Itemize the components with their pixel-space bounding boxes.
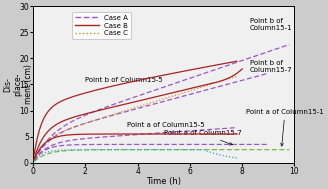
Y-axis label: Dis-
place-
ment (cm): Dis- place- ment (cm) <box>3 64 32 104</box>
Legend: Case A, Case B, Case C: Case A, Case B, Case C <box>72 12 131 39</box>
Text: Point b of
Column15-1: Point b of Column15-1 <box>250 18 293 31</box>
Text: Point b of
Column15-7: Point b of Column15-7 <box>250 60 293 73</box>
Text: Point a of Column15-7: Point a of Column15-7 <box>164 130 241 145</box>
Text: Point a of Column15-1: Point a of Column15-1 <box>246 108 324 146</box>
Text: Point b of Column15-5: Point b of Column15-5 <box>85 77 163 83</box>
X-axis label: Time (h): Time (h) <box>146 177 181 186</box>
Text: Point a of Column15-5: Point a of Column15-5 <box>127 122 205 128</box>
